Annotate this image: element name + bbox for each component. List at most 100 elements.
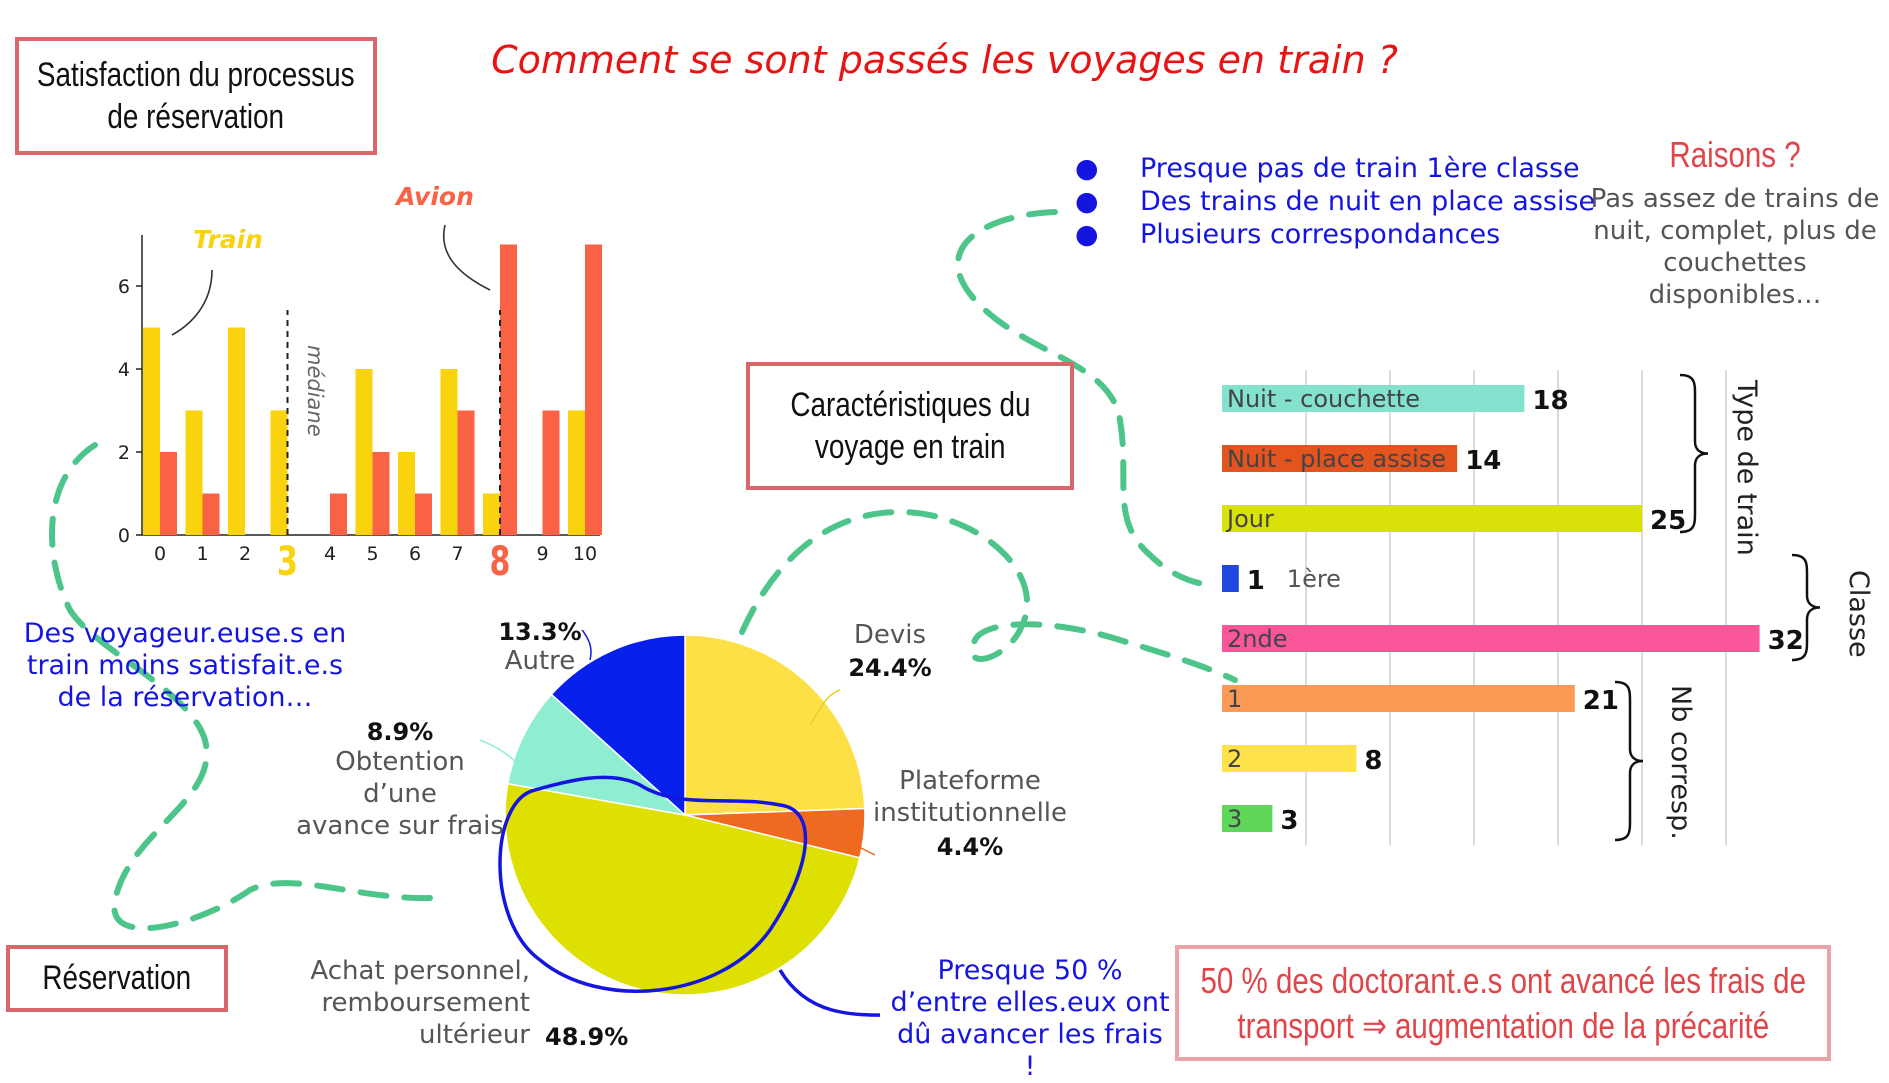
hbar bbox=[1222, 805, 1273, 832]
hbar bbox=[1222, 505, 1642, 532]
bar-train bbox=[270, 410, 288, 535]
hbar-label: Nuit - place assise bbox=[1227, 445, 1446, 473]
x-tick-label: 1 bbox=[196, 543, 208, 565]
bullet-dot-icon: ● bbox=[1075, 153, 1099, 184]
pie-slice bbox=[550, 634, 686, 817]
x-tick-label: 8 bbox=[490, 539, 511, 585]
devis-leader bbox=[809, 689, 841, 726]
bullet-item: ● Plusieurs correspondances bbox=[1075, 219, 1501, 250]
hbar-value: 14 bbox=[1465, 446, 1501, 476]
hbar-value: 32 bbox=[1768, 626, 1804, 656]
pie-label-autre: 13.3% Autre bbox=[490, 618, 590, 676]
hbar bbox=[1222, 385, 1525, 412]
hbar bbox=[1222, 685, 1575, 712]
hbar-label: Nuit - couchette bbox=[1227, 385, 1420, 413]
autre-label: Autre bbox=[504, 646, 576, 676]
avion-pointer bbox=[442, 224, 491, 291]
avion-label: Avion bbox=[394, 182, 474, 211]
caracteristiques-line-1: Caractéristiques du bbox=[789, 385, 1031, 424]
satisfaction-bar-chart: 0 2 4 6 0 1 2 3 4 5 6 7 8 9 10 médiane Train Avion bbox=[118, 182, 602, 585]
conclusion-box: 50 % des doctorant.e.s ont avancé les fr… bbox=[1175, 945, 1831, 1061]
bullet-item: ● Des trains de nuit en place assise bbox=[1075, 186, 1596, 217]
hbar-value: 21 bbox=[1583, 686, 1619, 716]
avance-pct: 8.9% bbox=[366, 718, 434, 746]
bar-train bbox=[483, 493, 500, 535]
devis-label: Devis bbox=[853, 620, 927, 650]
hbar-label: 1ère bbox=[1287, 565, 1341, 593]
raisons-line: couchettes disponibles… bbox=[1648, 248, 1822, 310]
raisons-block: Raisons ? Pas assez de trains de nuit, c… bbox=[1590, 132, 1880, 311]
median-label: médiane bbox=[303, 345, 327, 437]
bar-avion bbox=[500, 244, 517, 535]
satisfaction-box: Satisfaction du processus de réservation bbox=[15, 37, 377, 155]
reservation-box: Réservation bbox=[6, 945, 228, 1012]
train-pointer bbox=[171, 269, 213, 336]
bar-avion bbox=[372, 452, 390, 535]
bar-avion bbox=[542, 410, 560, 535]
satisfaction-line-2: de réservation bbox=[107, 98, 285, 136]
pie-label-achat: Achat personnel, remboursement ultérieur bbox=[310, 955, 530, 1051]
brace-classe bbox=[1791, 553, 1821, 662]
caracteristiques-box: Caractéristiques du voyage en train bbox=[746, 362, 1074, 490]
bullet-list: ● Presque pas de train 1ère classe ● Des t… bbox=[1075, 152, 1595, 251]
x-tick-label: 3 bbox=[277, 539, 298, 585]
caracteristiques-line-2: voyage en train bbox=[814, 428, 1006, 466]
left-annotation: Des voyageur.euse.s en train moins satis… bbox=[23, 618, 347, 713]
y-tick-label: 2 bbox=[118, 442, 130, 464]
y-tick-label: 0 bbox=[118, 525, 130, 547]
hbar-label: 1 bbox=[1227, 685, 1242, 713]
bottom-annotation: Presque 50 % d’entre elles.eux ont dû av… bbox=[890, 955, 1170, 1082]
y-tick-label: 6 bbox=[118, 276, 130, 298]
bar-train bbox=[355, 369, 373, 535]
plateforme-label: Plateforme institutionnelle bbox=[872, 766, 1068, 828]
autre-leader bbox=[581, 630, 592, 661]
highlight-outline bbox=[498, 775, 808, 993]
y-tick-label: 4 bbox=[118, 359, 130, 381]
brace-nb-corresp bbox=[1614, 680, 1644, 842]
hbar-value: 1 bbox=[1247, 566, 1265, 596]
hbar-value: 18 bbox=[1532, 386, 1568, 416]
hbar-label: Jour bbox=[1225, 505, 1274, 533]
bar-avion bbox=[415, 493, 432, 535]
achat-pct: 48.9% bbox=[545, 1023, 629, 1051]
bullet-dot-icon: ● bbox=[1075, 186, 1099, 217]
avance-label: Obtention d’une avance sur frais bbox=[296, 747, 504, 841]
x-tick-label: 5 bbox=[366, 543, 378, 565]
hbar-label: 3 bbox=[1227, 805, 1242, 833]
x-tick-label: 2 bbox=[239, 543, 251, 565]
pie-label-devis: Devis 24.4% bbox=[840, 620, 940, 682]
bar-avion bbox=[585, 244, 602, 535]
brace-type-de-train bbox=[1679, 373, 1709, 534]
reservation-pie-chart bbox=[480, 630, 880, 1017]
bar-train bbox=[143, 327, 160, 535]
devis-pct: 24.4% bbox=[848, 654, 932, 682]
bar-train bbox=[568, 410, 585, 535]
page-title: Comment se sont passés les voyages en tr… bbox=[491, 38, 1398, 82]
x-tick-label: 9 bbox=[536, 543, 548, 565]
group-label: Type de train bbox=[1731, 379, 1762, 556]
hbar-value: 8 bbox=[1364, 746, 1382, 776]
x-tick-label: 6 bbox=[409, 543, 421, 565]
raisons-line: nuit, complet, plus de bbox=[1593, 216, 1877, 246]
bar-avion bbox=[160, 452, 177, 535]
conclusion-line-2: transport ⇒ augmentation de la précarité bbox=[1237, 1005, 1769, 1046]
hbar bbox=[1222, 625, 1760, 652]
bar-avion bbox=[457, 410, 475, 535]
highlight-pointer bbox=[778, 969, 880, 1017]
group-label: Classe bbox=[1843, 570, 1874, 658]
pie-slice bbox=[684, 634, 866, 816]
bar-train bbox=[398, 452, 415, 535]
reservation-label: Réservation bbox=[42, 959, 192, 998]
conclusion-line-1: 50 % des doctorant.e.s ont avancé les fr… bbox=[1200, 960, 1806, 1001]
x-tick-label: 0 bbox=[154, 543, 166, 565]
x-tick-label: 7 bbox=[451, 543, 463, 565]
train-label: Train bbox=[193, 225, 263, 254]
x-tick-label: 10 bbox=[573, 543, 597, 565]
hbar-label: 2nde bbox=[1227, 625, 1287, 653]
plateforme-leader bbox=[854, 844, 876, 856]
bar-train bbox=[440, 369, 458, 535]
hbar bbox=[1222, 745, 1357, 772]
bar-avion bbox=[330, 493, 347, 535]
hbar bbox=[1222, 445, 1458, 472]
